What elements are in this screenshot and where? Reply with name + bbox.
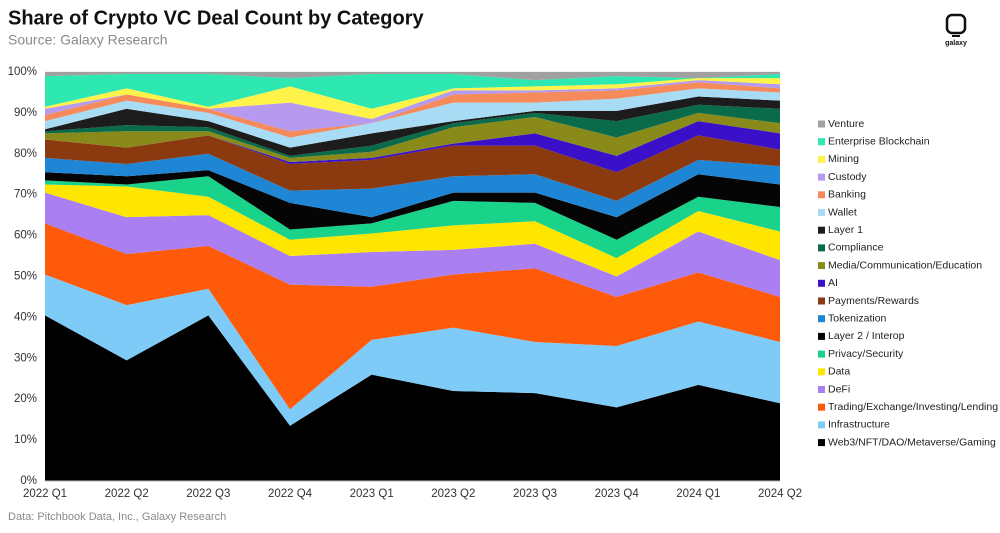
- legend-label: Trading/Exchange/Investing/Lending: [828, 401, 998, 413]
- logo-text: galaxy: [945, 40, 967, 47]
- y-tick-label: 80%: [14, 148, 37, 160]
- area: [45, 223, 780, 410]
- area: [45, 80, 780, 132]
- y-tick-label: 70%: [14, 189, 37, 201]
- legend-label: Layer 2 / Interop: [828, 330, 905, 342]
- legend-swatch: [818, 386, 825, 393]
- area: [45, 112, 780, 162]
- y-tick-label: 0%: [20, 475, 37, 487]
- y-tick-label: 50%: [14, 271, 37, 283]
- legend-swatch: [818, 209, 825, 216]
- area: [45, 104, 780, 158]
- legend-swatch: [818, 279, 825, 287]
- y-tick-label: 10%: [14, 434, 37, 446]
- chart-title: Share of Crypto VC Deal Count by Categor…: [8, 7, 424, 29]
- legend-swatch: [818, 120, 825, 128]
- area: [45, 72, 780, 81]
- area: [45, 135, 780, 201]
- area: [45, 121, 780, 173]
- legend-label: Privacy/Security: [828, 348, 904, 360]
- x-tick-label: 2023 Q2: [431, 488, 475, 500]
- area: [45, 274, 780, 426]
- legend-label: Web3/NFT/DAO/Metaverse/Gaming: [828, 436, 996, 448]
- legend-swatch: [818, 350, 825, 358]
- legend-swatch: [818, 403, 825, 411]
- legend-swatch: [818, 226, 825, 234]
- legend-label: Custody: [828, 171, 867, 183]
- x-tick-label: 2022 Q4: [268, 488, 313, 500]
- legend-label: Venture: [828, 118, 864, 130]
- area: [45, 176, 780, 259]
- area: [45, 78, 780, 120]
- legend-label: Mining: [828, 153, 859, 165]
- area: [45, 192, 780, 297]
- legend-label: Compliance: [828, 242, 884, 254]
- y-tick-label: 30%: [14, 352, 37, 364]
- legend-swatch: [818, 368, 825, 376]
- legend-label: Payments/Rewards: [828, 295, 919, 307]
- x-tick-label: 2023 Q3: [513, 488, 557, 500]
- legend-swatch: [818, 262, 825, 270]
- y-tick-label: 100%: [8, 66, 37, 78]
- legend-swatch: [818, 332, 825, 340]
- area: [45, 74, 780, 109]
- legend-label: DeFi: [828, 383, 850, 395]
- source-note: Data: Pitchbook Data, Inc., Galaxy Resea…: [8, 511, 226, 523]
- y-tick-label: 20%: [14, 393, 37, 405]
- legend-swatch: [818, 138, 825, 146]
- y-tick-label: 40%: [14, 311, 37, 323]
- legend-swatch: [818, 315, 825, 323]
- legend-label: Banking: [828, 189, 866, 201]
- legend-swatch: [818, 297, 825, 305]
- logo-icon: [945, 13, 967, 35]
- x-tick-label: 2024 Q1: [676, 488, 720, 500]
- x-tick-label: 2023 Q4: [595, 488, 640, 500]
- x-tick-label: 2022 Q3: [186, 488, 230, 500]
- area: [45, 96, 780, 156]
- legend-swatch: [818, 439, 825, 447]
- legend-label: Media/Communication/Education: [828, 259, 982, 271]
- legend-swatch: [818, 191, 825, 199]
- area: [45, 315, 780, 481]
- y-tick-label: 60%: [14, 230, 37, 242]
- legend-swatch: [818, 421, 825, 429]
- legend-swatch: [818, 155, 825, 163]
- legend-label: Data: [828, 366, 850, 378]
- area: [45, 184, 780, 277]
- chart-subtitle: Source: Galaxy Research: [8, 32, 168, 48]
- legend-label: Tokenization: [828, 312, 887, 324]
- y-tick-label: 90%: [14, 107, 37, 119]
- x-tick-label: 2023 Q1: [350, 488, 394, 500]
- legend-label: Wallet: [828, 206, 857, 218]
- legend-label: Enterprise Blockchain: [828, 135, 930, 147]
- legend-swatch: [818, 244, 825, 252]
- legend-label: Layer 1: [828, 224, 863, 236]
- logo: galaxy: [945, 13, 967, 47]
- legend-label: AI: [828, 277, 838, 289]
- legend-swatch: [818, 173, 825, 181]
- legend-label: Infrastructure: [828, 419, 890, 431]
- x-tick-label: 2022 Q1: [23, 488, 67, 500]
- area: [45, 82, 780, 138]
- x-tick-label: 2024 Q2: [758, 488, 802, 500]
- x-tick-label: 2022 Q2: [105, 488, 149, 500]
- area: [45, 88, 780, 148]
- area: [45, 153, 780, 218]
